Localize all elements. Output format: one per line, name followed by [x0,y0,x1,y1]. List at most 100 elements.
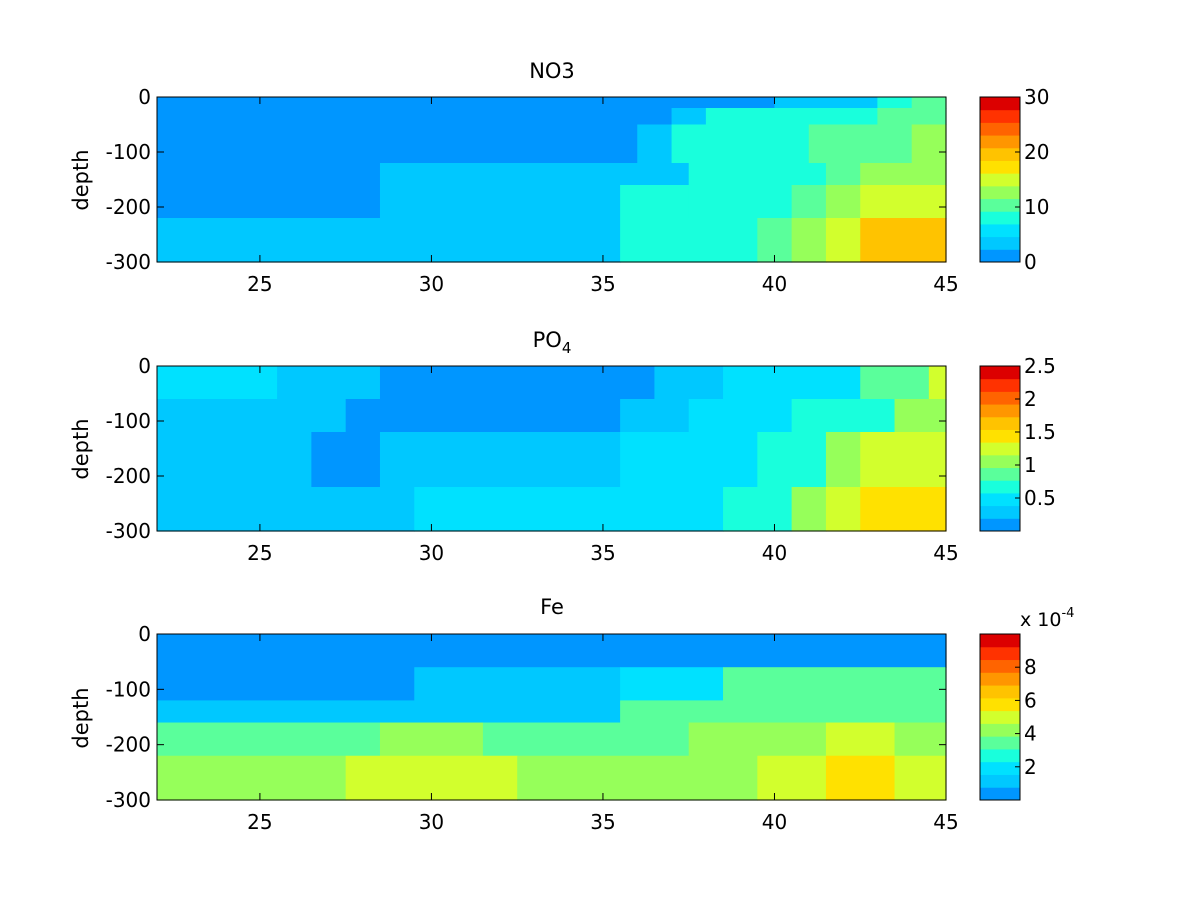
y-axis-label: depth [69,149,93,210]
heatmap-cell [894,399,947,433]
heatmap-cell [654,366,724,400]
colorbar-segment [980,198,1020,212]
heatmap-cell [723,487,793,532]
heatmap-cell [157,487,415,532]
plot-frame [156,365,947,532]
heatmap-cell [414,487,724,532]
heatmap-cell [157,185,381,219]
heatmap-cell [157,366,278,400]
heatmap-cell [620,700,947,724]
heatmap-cell [860,163,947,186]
heatmap-cell [311,432,381,488]
y-axis-label: depth [69,687,93,748]
panel-title: Fe [540,595,564,619]
colorbar-segment [980,147,1020,161]
heatmap-cell [671,108,707,126]
colorbar-segment [980,492,1020,507]
heatmap-cell [157,667,415,701]
heatmap-cell [825,185,861,219]
heatmap-cell [723,366,861,400]
colorbar-segment [980,505,1020,519]
colorbar-tick-label: 20 [1024,140,1049,164]
heatmap-cell [157,700,621,724]
heatmap-cell [705,108,878,126]
panel-fe: Fe depth 25 30 35 40 45 0 -100 -200 -300 2 4 6 8 x… [69,595,1074,834]
panel-no3: NO3 depth 25 30 35 40 45 0 -100 -200 -300 0 10 20… [69,59,1049,296]
heatmap-cell [723,667,947,701]
colorbar-segment [980,723,1020,737]
colorbar-ticks: 0 10 20 30 [1015,85,1049,274]
x-tick-label: 45 [933,810,958,834]
heatmap-cell [379,432,621,488]
heatmap-cell [808,124,913,164]
heatmap-cell [791,218,827,263]
heatmap-cell [860,432,947,488]
colorbar-segment [980,185,1020,200]
heatmap-cell [688,163,827,186]
colorbar-segment [980,223,1020,238]
colorbar-tick-label: 8 [1024,655,1037,679]
x-tick-label: 35 [590,272,615,296]
heatmap-cell [620,163,690,186]
colorbar-segment [980,109,1020,123]
colorbar-segment [980,236,1020,250]
heatmap-cell [637,124,673,164]
heatmap-cell [877,97,913,109]
title-main: PO [533,328,562,352]
colorbar-segment [980,710,1020,724]
heatmap-cell [825,487,861,532]
heatmap-cell [379,185,621,219]
exponent-power: -4 [1061,606,1074,621]
colorbar-segment [980,211,1020,225]
heatmap-cell [877,108,947,126]
heatmap-cell [791,399,896,433]
colorbar-segment [980,429,1020,443]
heatmap-cell [825,722,896,757]
y-tick-label: -200 [106,464,151,488]
colorbar-tick-label: 2 [1024,387,1037,411]
heatmap-cell [757,432,827,488]
heatmap-cell [517,755,758,801]
x-tick-label: 40 [762,272,787,296]
x-ticks: 25 30 35 40 45 [247,634,959,834]
heatmap-cell [860,366,930,400]
heatmap-cell [620,185,690,219]
heatmap-cell [774,97,878,109]
y-ticks: 0 -100 -200 -300 [106,354,946,543]
heatmap-cells [157,366,947,532]
heatmap-cell [157,163,381,186]
colorbar-segment [980,787,1020,801]
heatmap-cell [379,722,484,757]
x-tick-label: 35 [590,810,615,834]
y-tick-label: -200 [106,195,151,219]
heatmap-cell [671,124,810,164]
heatmap-cell [157,108,673,126]
colorbar-segment [980,659,1020,673]
heatmap-cell [825,755,896,801]
heatmap-cell [928,366,947,400]
x-tick-label: 45 [933,272,958,296]
colorbar-segment [980,391,1020,405]
y-tick-label: -100 [106,140,151,164]
colorbar-exponent: x 10-4 [1020,606,1074,631]
colorbar-frame [979,633,1021,801]
colorbar-segment [980,774,1020,788]
heatmap-cell [620,399,690,433]
colorbar [979,633,1021,801]
y-tick-label: -100 [106,677,151,701]
panel-po4: PO4 depth 25 30 35 40 45 0 -100 -200 -300 0.5 1 1… [69,328,1056,565]
colorbar-segment [980,518,1020,532]
plot-frame [156,96,947,263]
colorbar-segment [980,761,1020,775]
colorbar-segment [980,366,1020,380]
colorbar-segment [980,646,1020,661]
heatmap-cell [757,755,827,801]
panel-title: PO4 [533,328,572,357]
y-tick-label: -300 [106,788,151,812]
colorbar-segment [980,160,1020,174]
heatmap-cell [157,755,347,801]
heatmap-cell [157,432,312,488]
colorbar-tick-label: 2 [1024,755,1037,779]
heatmap-cell [379,163,621,186]
